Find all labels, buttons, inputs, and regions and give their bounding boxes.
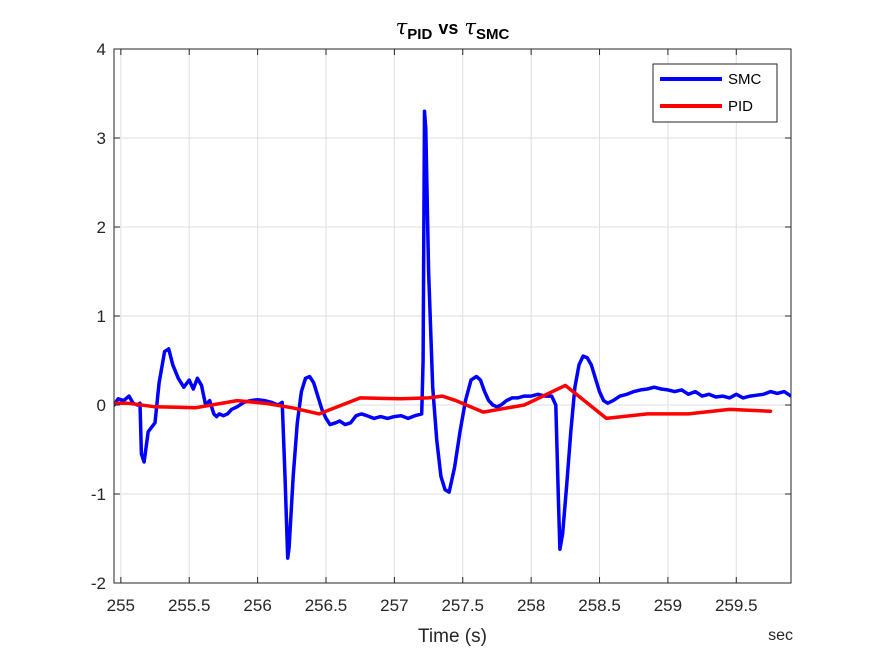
series-line-pid bbox=[114, 383, 773, 421]
x-tick-label: 259 bbox=[654, 596, 682, 615]
ticks bbox=[114, 48, 791, 584]
legend: SMC PID bbox=[652, 63, 778, 123]
y-tick-label: -2 bbox=[91, 574, 106, 593]
x-axis-unit: sec bbox=[768, 627, 793, 644]
title-tau-smc: τ bbox=[464, 15, 476, 39]
chart-title: τPID vs τSMC bbox=[396, 15, 510, 43]
x-axis-label: Time (s) bbox=[418, 626, 487, 647]
series-layer bbox=[114, 109, 791, 560]
x-tick-label: 255 bbox=[107, 596, 135, 615]
y-tick-label: 2 bbox=[97, 218, 106, 237]
x-tick-label: 256 bbox=[243, 596, 271, 615]
x-tick-label: 258.5 bbox=[578, 596, 621, 615]
title-tau-pid: τ bbox=[396, 15, 408, 39]
y-tick-label: 0 bbox=[97, 396, 106, 415]
y-tick-label: 3 bbox=[97, 129, 106, 148]
y-tick-label: 4 bbox=[97, 40, 106, 59]
title-vs: vs bbox=[438, 18, 458, 38]
x-tick-label: 258 bbox=[517, 596, 545, 615]
x-tick-label: 259.5 bbox=[715, 596, 758, 615]
x-tick-label: 255.5 bbox=[168, 596, 211, 615]
y-tick-label: -1 bbox=[91, 485, 106, 504]
x-tick-label: 257.5 bbox=[441, 596, 484, 615]
title-sub-pid: PID bbox=[407, 26, 432, 43]
title-sub-smc: SMC bbox=[476, 26, 510, 43]
legend-label-pid: PID bbox=[728, 98, 753, 115]
x-tick-label: 256.5 bbox=[305, 596, 348, 615]
legend-box bbox=[652, 63, 778, 123]
legend-label-smc: SMC bbox=[728, 71, 762, 88]
tick-labels: 255 255.5 256 256.5 257 257.5 258 258.5 259 259.5… bbox=[91, 40, 758, 615]
x-tick-label: 257 bbox=[380, 596, 408, 615]
y-tick-label: 1 bbox=[97, 307, 106, 326]
